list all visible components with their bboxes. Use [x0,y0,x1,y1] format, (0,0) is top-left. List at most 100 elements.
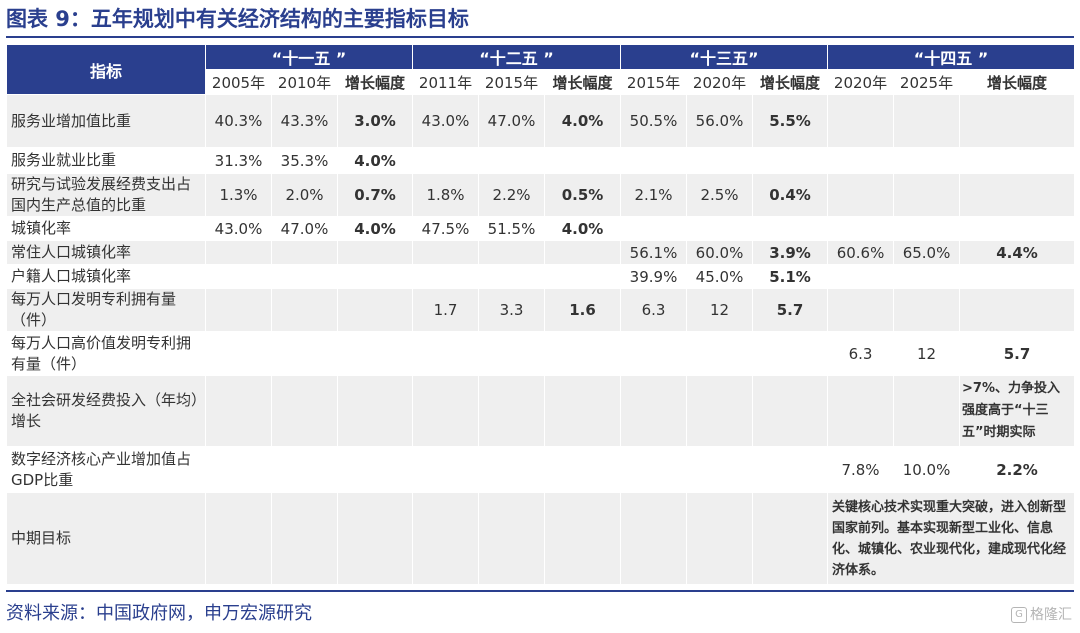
value-cell [893,288,961,332]
value-cell [620,331,687,376]
empty-cell [686,492,753,585]
growth-cell: 4.0% [544,94,621,148]
value-cell: 12 [686,288,753,332]
value-cell: 2.0% [271,173,338,217]
indicator-label: 户籍人口城镇化率 [6,264,206,289]
growth-cell [959,264,1076,289]
year-header: 2020年 [827,69,895,95]
plan-header-14th: “十四五 ” [827,44,1076,70]
value-cell [478,375,545,447]
growth-cell: 5.5% [751,94,829,148]
year-header: 2020年 [686,69,753,95]
value-cell [893,94,961,148]
value-cell: 6.3 [827,331,895,376]
growth-cell: 5.7 [959,331,1076,376]
plan-header-12th: “十二五 ” [412,44,621,70]
empty-cell [544,492,621,585]
value-cell [271,331,338,376]
value-cell: 1.3% [205,173,272,217]
value-cell [827,375,895,447]
value-cell [478,446,545,493]
value-cell [478,264,545,289]
value-cell [827,264,895,289]
value-cell: 50.5% [620,94,687,148]
value-cell [271,240,338,265]
year-header: 2011年 [412,69,479,95]
value-cell: 47.0% [478,94,545,148]
value-cell: 2.2% [478,173,545,217]
value-cell: 43.3% [271,94,338,148]
value-cell [478,147,545,174]
growth-cell: 3.9% [751,240,829,265]
bottom-divider [6,590,1074,592]
table-row: 全社会研发经费投入（年均）增长 >7%、力争投入强度高于“十三五”时期实际 [6,375,1076,447]
growth-header: 增长幅度 [337,69,413,95]
value-cell [412,264,479,289]
brand-logo-icon: G [1011,607,1027,623]
title-divider [6,36,1074,38]
value-cell [686,216,753,241]
growth-cell [544,375,621,447]
value-cell: 56.1% [620,240,687,265]
growth-cell [337,264,413,289]
value-cell [412,375,479,447]
value-cell: 43.0% [412,94,479,148]
growth-cell: 3.0% [337,94,413,148]
growth-cell: 0.7% [337,173,413,217]
table-row: 常住人口城镇化率 56.1% 60.0% 3.9% 60.6% 65.0% 4.4% [6,240,1076,265]
value-cell: 1.8% [412,173,479,217]
goal-row: 中期目标 关键核心技术实现重大突破，进入创新型国家前列。基本实现新型工业化、信息化… [6,492,1076,585]
value-cell [205,264,272,289]
value-cell [827,94,895,148]
value-cell: 6.3 [620,288,687,332]
growth-header: 增长幅度 [544,69,621,95]
indicator-label: 城镇化率 [6,216,206,241]
value-cell [271,375,338,447]
value-cell: 10.0% [893,446,961,493]
value-cell: 56.0% [686,94,753,148]
value-cell [686,147,753,174]
value-cell [686,375,753,447]
growth-cell [959,173,1076,217]
year-header: 2025年 [893,69,961,95]
indicator-label: 服务业增加值比重 [6,94,206,148]
table-row: 服务业增加值比重 40.3% 43.3% 3.0% 43.0% 47.0% 4.0% 50.5… [6,94,1076,148]
value-cell [205,240,272,265]
empty-cell [337,492,413,585]
value-cell: 2.5% [686,173,753,217]
goal-label: 中期目标 [6,492,206,585]
growth-cell [959,147,1076,174]
value-cell [827,173,895,217]
table-row: 研究与试验发展经费支出占国内生产总值的比重 1.3% 2.0% 0.7% 1.8% 2.2… [6,173,1076,217]
growth-cell: 5.7 [751,288,829,332]
indicator-header: 指标 [6,44,206,95]
empty-cell [205,492,272,585]
value-cell [686,331,753,376]
year-header: 2010年 [271,69,338,95]
indicator-label: 全社会研发经费投入（年均）增长 [6,375,206,447]
value-cell: 43.0% [205,216,272,241]
value-cell: 35.3% [271,147,338,174]
growth-cell: 1.6 [544,288,621,332]
value-cell: 39.9% [620,264,687,289]
growth-cell: 0.4% [751,173,829,217]
value-cell [412,446,479,493]
empty-cell [620,492,687,585]
value-cell: 51.5% [478,216,545,241]
indicator-table: 指标 “十一五 ” “十二五 ” “十三五” “十四五 ” 2005年 2010… [6,44,1076,585]
value-cell: 60.6% [827,240,895,265]
table-row: 数字经济核心产业增加值占GDP比重 7.8% 10.0% 2.2% [6,446,1076,493]
year-header: 2015年 [478,69,545,95]
plan-header-11th: “十一五 ” [205,44,413,70]
year-header: 2015年 [620,69,687,95]
table-row: 户籍人口城镇化率 39.9% 45.0% 5.1% [6,264,1076,289]
growth-cell [959,94,1076,148]
value-cell: 31.3% [205,147,272,174]
growth-cell: 0.5% [544,173,621,217]
value-cell [686,446,753,493]
value-cell [827,147,895,174]
growth-cell: 4.4% [959,240,1076,265]
indicator-label: 数字经济核心产业增加值占GDP比重 [6,446,206,493]
note-cell: >7%、力争投入强度高于“十三五”时期实际 [959,375,1076,447]
value-cell [478,240,545,265]
